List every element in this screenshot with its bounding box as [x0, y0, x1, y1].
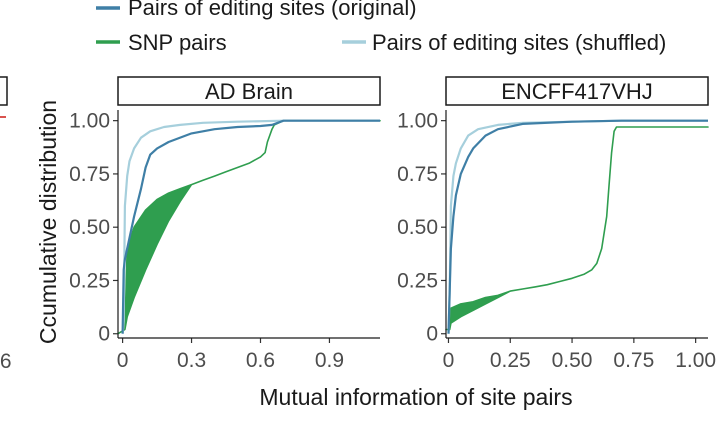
partial-strip-box: [0, 76, 8, 106]
y-tick-label-encff417vhj-0: 0: [426, 323, 438, 346]
partial-x-tick-label: .6: [0, 350, 12, 373]
legend-item-shuffled: Pairs of editing sites (shuffled): [342, 30, 666, 55]
x-tick-label-ad-brain-1: 0.3: [177, 349, 206, 372]
series-ad-brain: [117, 119, 381, 335]
y-tick-label-encff417vhj-2: 0.50: [397, 216, 438, 239]
y-tick-label-ad-brain-0: 0: [98, 323, 110, 346]
x-tick-label-ad-brain-2: 0.6: [246, 349, 275, 372]
y-tick-label-ad-brain-1: 0.25: [69, 269, 110, 292]
legend-label-snp: SNP pairs: [128, 30, 227, 55]
strip-encff417vhj: [445, 76, 709, 106]
y-tick-label-encff417vhj-1: 0.25: [397, 269, 438, 292]
panel-ad-brain: AD Brain 0 0.25 0.50 0.75 1.00 0 0.3 0.6 0.9: [69, 76, 381, 372]
x-tick-label-ad-brain-3: 0.9: [315, 349, 344, 372]
x-tick-label-encff417vhj-2: 0.50: [552, 349, 593, 372]
legend-item-snp: SNP pairs: [96, 30, 227, 55]
x-tick-label-ad-brain-0: 0: [117, 349, 129, 372]
strip-label-ad-brain: AD Brain: [205, 79, 293, 104]
series-band-snp-pairs-ad-brain: [117, 119, 381, 335]
x-tick-label-encff417vhj-4: 1.00: [675, 349, 716, 372]
strip-label-encff417vhj: ENCFF417VHJ: [501, 79, 653, 104]
series-line-pairs-of-editing-sites-shuffled-ad-brain: [121, 119, 380, 334]
y-tick-label-ad-brain-2: 0.50: [69, 216, 110, 239]
legend-label-shuffled: Pairs of editing sites (shuffled): [372, 30, 666, 55]
legend-label-original: Pairs of editing sites (original): [128, 0, 417, 20]
panel-encff417vhj: ENCFF417VHJ 00.250.500.751.00 0 0.25 0.50 0…: [397, 76, 716, 372]
y-tick-label-encff417vhj-3: 0.75: [397, 163, 438, 186]
x-axis-title: Mutual information of site pairs: [259, 384, 572, 410]
partial-left-panel: .6: [0, 76, 12, 373]
x-tick-label-encff417vhj-0: 0: [443, 349, 455, 372]
series-encff417vhj: [445, 119, 709, 334]
legend-item-original: Pairs of editing sites (original): [96, 0, 417, 20]
y-axis-ad-brain: 0 0.25 0.50 0.75 1.00: [69, 110, 118, 346]
series-line-pairs-of-editing-sites-original-ad-brain: [121, 119, 380, 334]
y-axis-encff417vhj: 0 0.25 0.50 0.75 1.00: [397, 110, 446, 346]
x-axis-ad-brain: 0 0.3 0.6 0.9: [117, 338, 344, 372]
legend: Pairs of editing sites (original) SNP pa…: [96, 0, 666, 55]
x-axis-encff417vhj: 0 0.25 0.50 0.75 1.00: [443, 338, 716, 372]
y-axis-title: Ccumulative distribution: [35, 100, 61, 344]
y-tick-label-ad-brain-4: 1.00: [69, 110, 110, 133]
strip-ad-brain: [117, 76, 381, 106]
series-band-snp-pairs-encff417vhj: [445, 126, 709, 331]
series-line-pairs-of-editing-sites-original-encff417vhj: [447, 119, 708, 334]
y-tick-label-encff417vhj-4: 1.00: [397, 110, 438, 133]
x-tick-label-encff417vhj-3: 0.75: [613, 349, 654, 372]
x-tick-label-encff417vhj-1: 0.25: [490, 349, 531, 372]
y-tick-label-ad-brain-3: 0.75: [69, 163, 110, 186]
